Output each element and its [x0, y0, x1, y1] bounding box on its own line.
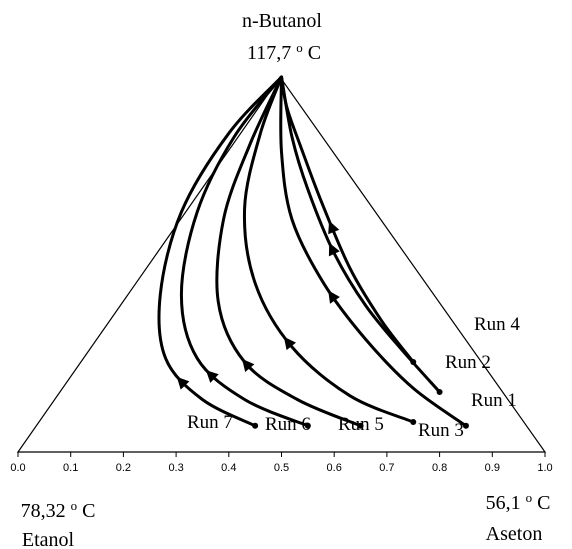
top-vertex-name: n-Butanol: [242, 10, 322, 32]
x-tick-label: 0.7: [379, 462, 394, 474]
top-vertex-temp: 117,7 o C: [247, 40, 321, 65]
x-tick-label: 0.2: [116, 462, 131, 474]
left-temp-unit: C: [82, 500, 95, 522]
start-point-run-5: [357, 422, 364, 429]
curve-labels: Run 4 Run 2 Run 1 Run 3 Run 5 Run 6 Run 7: [187, 314, 520, 441]
arrow-run-6: [205, 370, 219, 383]
x-tick-label: 0.3: [168, 462, 183, 474]
left-temp-deg: o: [71, 498, 78, 513]
x-tick-label: 0.9: [485, 462, 500, 474]
top-temp-deg: o: [296, 40, 303, 55]
curve-run-5: [215, 75, 363, 428]
curve-run-6: [179, 75, 310, 428]
label-run-4: Run 4: [474, 314, 520, 335]
start-point-run-3: [410, 419, 417, 425]
start-point-run-7: [252, 422, 259, 429]
right-temp-unit: C: [537, 492, 550, 514]
curve-run-1: [279, 75, 468, 428]
curve-run-3: [242, 75, 415, 424]
x-tick-label: 0.6: [327, 462, 342, 474]
curve-run-2: [280, 75, 442, 394]
right-vertex-name: Aseton: [486, 523, 543, 545]
curve-run-7: [157, 75, 283, 428]
arrow-run-3: [283, 336, 296, 351]
left-vertex-temp: 78,32 o C: [21, 498, 96, 523]
label-run-6: Run 6: [265, 414, 311, 435]
start-point-run-2: [436, 389, 443, 395]
arrow-run-7: [176, 376, 190, 390]
x-tick-label: 0.5: [274, 462, 289, 474]
arrow-run-5: [242, 358, 255, 372]
top-temp-value: 117,7: [247, 42, 296, 64]
arrow-run-1: [328, 290, 340, 304]
arrow-run-2: [328, 242, 340, 257]
start-point-run-1: [462, 422, 469, 429]
residue-curves: [157, 75, 469, 429]
label-run-2: Run 2: [445, 352, 491, 373]
x-tick-label: 1.0: [537, 462, 552, 474]
right-vertex-temp: 56,1 o C: [486, 490, 551, 515]
right-temp-value: 56,1: [486, 492, 526, 514]
x-tick-label: 0.0: [10, 462, 25, 474]
x-tick-label: 0.4: [221, 462, 236, 474]
label-run-3: Run 3: [418, 420, 464, 441]
start-point-run-6: [304, 422, 311, 429]
x-tick-label: 0.8: [432, 462, 447, 474]
top-temp-unit: C: [308, 42, 321, 64]
label-run-7: Run 7: [187, 412, 233, 433]
right-temp-deg: o: [526, 490, 533, 505]
x-tick-label: 0.1: [63, 462, 78, 474]
x-axis-ticks: 0.0 0.1 0.2 0.3 0.4 0.5 0.6 0.7 0.8 0.9 1.0: [10, 452, 553, 474]
left-vertex-name: Etanol: [22, 529, 75, 549]
label-run-5: Run 5: [338, 414, 384, 435]
left-temp-value: 78,32: [21, 500, 71, 522]
label-run-1: Run 1: [471, 390, 517, 411]
arrow-run-4: [328, 220, 340, 235]
